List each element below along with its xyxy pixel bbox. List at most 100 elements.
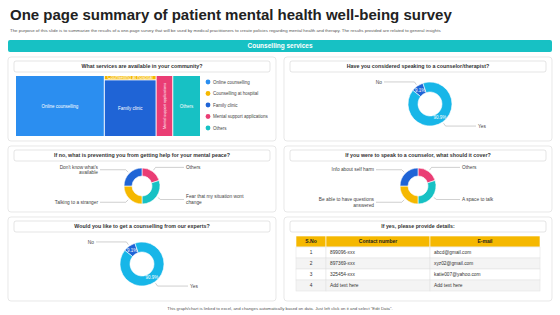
category-label: Others: [186, 165, 201, 170]
label-line: answered: [353, 203, 374, 208]
donut: [408, 82, 452, 126]
panel-frame: [284, 57, 552, 141]
panel-header: [290, 61, 546, 72]
label-line: Don't know what's: [60, 165, 99, 170]
donut-labels: Others Fear that my situation wontchange T…: [55, 165, 244, 205]
leader-line: [96, 242, 128, 245]
label-line: A space to talk: [462, 197, 494, 202]
cell-label: Counselling at hospital: [108, 75, 153, 80]
slice: [142, 168, 159, 183]
label-line: Yes: [478, 124, 486, 129]
leader-line: [376, 200, 404, 202]
label-line: Others: [186, 165, 201, 170]
label-line: Counselling at hospital: [108, 75, 153, 80]
leader-line: [156, 283, 188, 286]
treemap-cell: [16, 76, 104, 136]
cell-label: Family clinic: [118, 106, 143, 111]
label-line: Mental support applications: [163, 83, 167, 129]
label-line: Others: [462, 165, 477, 170]
column-header: Contact number: [359, 238, 397, 244]
subtitle: The purpose of this slide is to summariz…: [10, 28, 441, 33]
panel-title: If yes, please provide details:: [381, 223, 455, 229]
panel-header: [14, 221, 270, 232]
data-label: 90.9%: [145, 275, 158, 280]
slice: [408, 82, 452, 126]
canvas: One page summary of patient mental healt…: [0, 0, 560, 315]
label-line: Be able to have questions: [319, 197, 375, 202]
treemap: [16, 76, 200, 136]
panel: Would you like to get a counselling from…: [8, 217, 276, 301]
slice: [418, 168, 435, 183]
legend-label: Mental support applications: [213, 114, 269, 119]
panel: What services are available in your comm…: [8, 57, 276, 141]
leader-line: [384, 82, 416, 85]
label-line: No: [376, 80, 382, 85]
category-label: Be able to have questionsanswered: [319, 197, 375, 208]
legend: Online counselling Counselling at hospita…: [206, 80, 269, 131]
data-label: 9.1%: [127, 248, 137, 253]
header-cell: [326, 236, 430, 247]
slice: [142, 180, 160, 204]
panel-frame: [284, 217, 552, 301]
category-label: Yes: [478, 124, 486, 129]
legend-swatch: [206, 91, 211, 96]
category-label: Fear that my situation wontchange: [186, 194, 244, 205]
label-line: No: [88, 240, 94, 245]
leader-line: [100, 200, 128, 202]
panel-title: Have you considered speaking to a counse…: [347, 63, 489, 69]
cell-text: 897369-xxx: [330, 261, 355, 266]
title: One page summary of patient mental healt…: [10, 6, 452, 23]
header-cell: [296, 236, 326, 247]
table-cell: [296, 280, 326, 291]
data-label: 9.1%: [415, 88, 425, 93]
footer: This graph/chart is linked to excel, and…: [167, 306, 392, 311]
legend-label: Others: [213, 126, 227, 131]
treemap-cell: [157, 76, 173, 136]
donut: [400, 168, 436, 204]
cell-text: katie007@yahoo.com: [434, 272, 480, 277]
label-line: Talking to a stranger: [55, 200, 99, 205]
category-label: Others: [462, 165, 477, 170]
legend-swatch: [206, 114, 211, 119]
section-bar: [8, 40, 552, 52]
cell-text: 1: [310, 250, 313, 255]
legend-swatch: [206, 80, 211, 85]
category-label: No: [376, 80, 382, 85]
cell-label: Others: [180, 104, 194, 109]
donut: [124, 168, 160, 204]
table-cell: [326, 280, 430, 291]
legend-label: Online counselling: [213, 80, 250, 85]
table-cell: [296, 258, 326, 269]
table-cell: [326, 269, 430, 280]
panel-header: [290, 150, 546, 161]
panel: If you were to speak to a counselor, wha…: [284, 146, 552, 212]
panel: If yes, please provide details: S.No Conta…: [284, 217, 552, 301]
table-cell: [326, 258, 430, 269]
legend-swatch: [206, 103, 211, 108]
leader-line: [376, 170, 404, 172]
section-title: Counselling services: [247, 42, 312, 50]
table-cell: [430, 269, 540, 280]
donut: [120, 242, 164, 286]
label-line: Info about self harm: [332, 167, 374, 172]
table-cell: [430, 280, 540, 291]
label-line: change: [186, 200, 202, 205]
cell-label: Mental support applications: [163, 83, 167, 129]
panel-title: What services are available in your comm…: [82, 63, 203, 69]
header-cell: [430, 236, 540, 247]
slice: [120, 242, 164, 286]
legend-label: Counselling at hospital: [213, 91, 258, 96]
rotated-label: Mental support applications: [163, 83, 167, 129]
table-cell: [326, 247, 430, 258]
cell-text: 325454-xxx: [330, 272, 355, 277]
treemap-labels: Online counsellingCounselling at hospita…: [42, 75, 195, 129]
cell-text: 2: [310, 261, 313, 266]
column-header: S.No: [305, 238, 316, 244]
panel-header: [290, 221, 546, 232]
leader-line: [158, 197, 184, 199]
category-label: A space to talk: [462, 197, 494, 202]
table-cell: [430, 247, 540, 258]
panel-title: If you were to speak to a counselor, wha…: [345, 152, 490, 158]
cell-text: xyz02@gmail.com: [434, 261, 473, 266]
cell-text: 3: [310, 272, 313, 277]
